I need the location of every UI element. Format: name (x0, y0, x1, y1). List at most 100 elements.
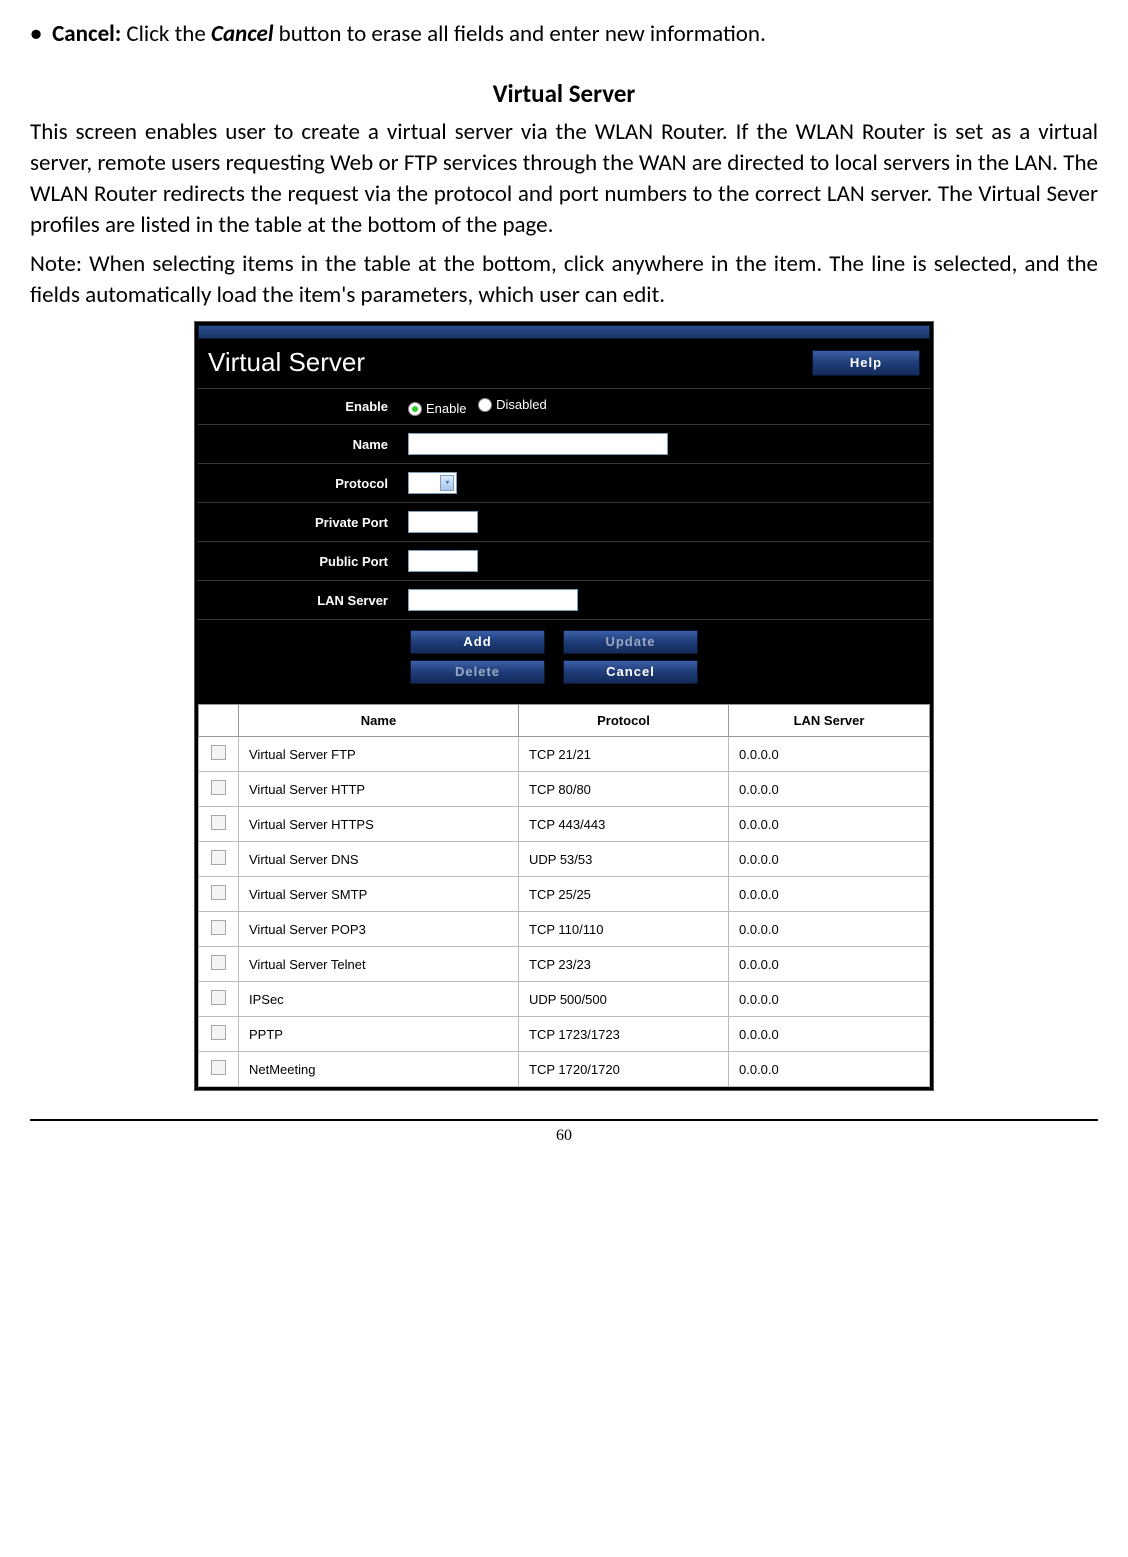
radio-icon (408, 402, 422, 416)
enable-label: Enable (198, 389, 398, 425)
cancel-button[interactable]: Cancel (563, 660, 698, 684)
table-row[interactable]: PPTPTCP 1723/17230.0.0.0 (199, 1017, 930, 1052)
checkbox-icon[interactable] (211, 850, 226, 865)
checkbox-icon[interactable] (211, 780, 226, 795)
row-protocol: UDP 500/500 (519, 982, 729, 1017)
window-titlebar (198, 325, 930, 339)
bullet-post: button to erase all fields and enter new… (273, 20, 765, 48)
page-number: 60 (30, 1127, 1098, 1145)
router-ui-panel: Virtual Server Help Enable Enable Disabl… (194, 321, 934, 1091)
enable-radio-enable[interactable]: Enable (408, 401, 466, 416)
public-port-label: Public Port (198, 542, 398, 581)
add-button[interactable]: Add (410, 630, 545, 654)
table-row[interactable]: Virtual Server SMTPTCP 25/250.0.0.0 (199, 877, 930, 912)
enable-radio-disabled[interactable]: Disabled (478, 397, 547, 412)
bullet-text: Cancel: Click the Cancel button to erase… (52, 20, 766, 48)
checkbox-icon[interactable] (211, 815, 226, 830)
row-name: Virtual Server Telnet (239, 947, 519, 982)
row-lan: 0.0.0.0 (729, 737, 930, 772)
paragraph-note: Note: When selecting items in the table … (30, 249, 1098, 311)
protocol-value: TCP (411, 476, 434, 491)
row-lan: 0.0.0.0 (729, 1017, 930, 1052)
col-name: Name (239, 705, 519, 737)
action-buttons: Add Update Delete Cancel (410, 630, 920, 684)
bullet-em: Cancel (211, 20, 273, 48)
row-name: Virtual Server HTTPS (239, 807, 519, 842)
row-name: Virtual Server DNS (239, 842, 519, 877)
row-checkbox-cell[interactable] (199, 1052, 239, 1087)
chevron-down-icon: ▾ (440, 475, 454, 491)
public-port-input[interactable] (408, 550, 478, 572)
row-checkbox-cell[interactable] (199, 842, 239, 877)
checkbox-icon[interactable] (211, 990, 226, 1005)
button-row-spacer (198, 620, 398, 695)
row-lan: 0.0.0.0 (729, 947, 930, 982)
table-row[interactable]: Virtual Server HTTPTCP 80/800.0.0.0 (199, 772, 930, 807)
update-button[interactable]: Update (563, 630, 698, 654)
table-header-row: Name Protocol LAN Server (199, 705, 930, 737)
table-row[interactable]: Virtual Server HTTPSTCP 443/4430.0.0.0 (199, 807, 930, 842)
table-row[interactable]: Virtual Server POP3TCP 110/1100.0.0.0 (199, 912, 930, 947)
row-name: PPTP (239, 1017, 519, 1052)
panel-header: Virtual Server Help (198, 339, 930, 388)
row-checkbox-cell[interactable] (199, 982, 239, 1017)
checkbox-icon[interactable] (211, 955, 226, 970)
row-protocol: TCP 21/21 (519, 737, 729, 772)
col-checkbox (199, 705, 239, 737)
bullet-pre: Click the (121, 20, 211, 48)
checkbox-icon[interactable] (211, 885, 226, 900)
bullet-label: Cancel: (52, 20, 121, 48)
table-row[interactable]: Virtual Server TelnetTCP 23/230.0.0.0 (199, 947, 930, 982)
enable-opt1-label: Enable (426, 401, 466, 416)
table-row[interactable]: IPSecUDP 500/5000.0.0.0 (199, 982, 930, 1017)
bullet-item: ● Cancel: Click the Cancel button to era… (30, 20, 1098, 48)
row-checkbox-cell[interactable] (199, 912, 239, 947)
section-heading: Virtual Server (30, 78, 1098, 109)
row-name: NetMeeting (239, 1052, 519, 1087)
row-lan: 0.0.0.0 (729, 772, 930, 807)
help-button[interactable]: Help (812, 350, 920, 376)
private-port-label: Private Port (198, 503, 398, 542)
delete-button[interactable]: Delete (410, 660, 545, 684)
row-checkbox-cell[interactable] (199, 772, 239, 807)
checkbox-icon[interactable] (211, 1025, 226, 1040)
row-protocol: TCP 25/25 (519, 877, 729, 912)
row-protocol: TCP 443/443 (519, 807, 729, 842)
row-name: Virtual Server SMTP (239, 877, 519, 912)
row-lan: 0.0.0.0 (729, 842, 930, 877)
row-name: Virtual Server POP3 (239, 912, 519, 947)
row-protocol: TCP 80/80 (519, 772, 729, 807)
row-checkbox-cell[interactable] (199, 877, 239, 912)
row-protocol: TCP 23/23 (519, 947, 729, 982)
table-row[interactable]: NetMeetingTCP 1720/17200.0.0.0 (199, 1052, 930, 1087)
protocol-select[interactable]: TCP ▾ (408, 472, 457, 494)
lan-server-input[interactable] (408, 589, 578, 611)
col-lan: LAN Server (729, 705, 930, 737)
row-protocol: TCP 110/110 (519, 912, 729, 947)
table-row[interactable]: Virtual Server DNSUDP 53/530.0.0.0 (199, 842, 930, 877)
divider (198, 694, 930, 704)
row-name: IPSec (239, 982, 519, 1017)
row-lan: 0.0.0.0 (729, 982, 930, 1017)
checkbox-icon[interactable] (211, 920, 226, 935)
row-checkbox-cell[interactable] (199, 947, 239, 982)
name-label: Name (198, 425, 398, 464)
row-protocol: TCP 1723/1723 (519, 1017, 729, 1052)
lan-server-label: LAN Server (198, 581, 398, 620)
checkbox-icon[interactable] (211, 745, 226, 760)
row-lan: 0.0.0.0 (729, 807, 930, 842)
row-checkbox-cell[interactable] (199, 1017, 239, 1052)
name-input[interactable] (408, 433, 668, 455)
row-lan: 0.0.0.0 (729, 912, 930, 947)
row-lan: 0.0.0.0 (729, 1052, 930, 1087)
table-row[interactable]: Virtual Server FTPTCP 21/210.0.0.0 (199, 737, 930, 772)
screenshot-container: Virtual Server Help Enable Enable Disabl… (30, 321, 1098, 1091)
row-checkbox-cell[interactable] (199, 737, 239, 772)
row-lan: 0.0.0.0 (729, 877, 930, 912)
enable-value: Enable Disabled (398, 389, 930, 425)
footer-rule (30, 1119, 1098, 1121)
row-checkbox-cell[interactable] (199, 807, 239, 842)
paragraph-intro: This screen enables user to create a vir… (30, 117, 1098, 241)
private-port-input[interactable] (408, 511, 478, 533)
checkbox-icon[interactable] (211, 1060, 226, 1075)
